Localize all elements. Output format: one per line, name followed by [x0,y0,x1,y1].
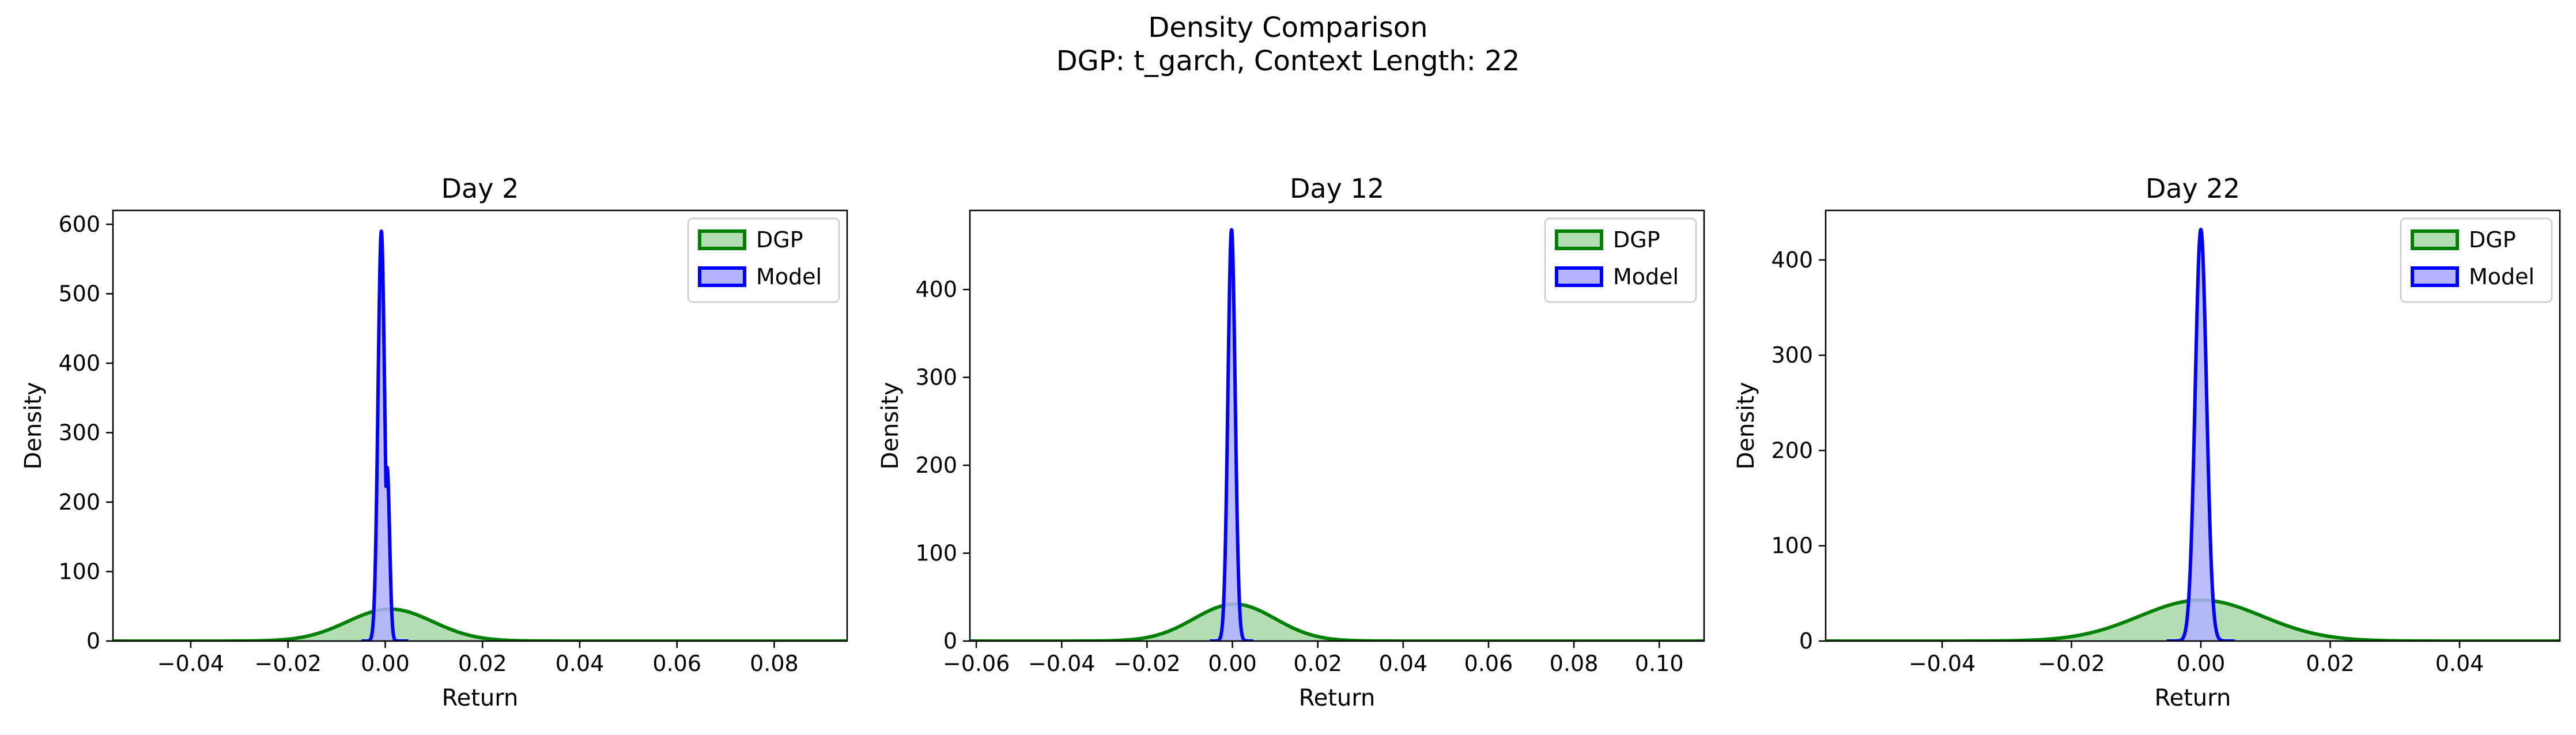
legend-label-dgp: DGP [1613,227,1660,252]
series-area-model [2166,229,2235,641]
legend-label-model: Model [756,264,822,289]
legend-label-dgp: DGP [2469,227,2516,252]
legend: DGP Model [687,217,840,303]
x-tick-label: −0.02 [2038,651,2105,676]
legend-swatch-model [2411,266,2459,287]
x-tick-label: −0.02 [1113,651,1180,676]
x-tick-label: 0.10 [1635,651,1684,676]
legend-swatch-model [1555,266,1603,287]
y-tick-label: 100 [915,541,957,566]
legend-swatch-dgp [698,229,746,250]
x-axis-label: Return [1299,685,1376,711]
y-tick-label: 200 [58,489,100,515]
subplot-title: Day 2 [441,173,519,204]
subplot-2: −0.06 −0.04 −0.02 0.00 0.02 0.04 0.06 0.08 0.10 0… [877,173,1705,711]
x-tick-label: 0.00 [1208,651,1257,676]
series-area-model [1210,229,1253,641]
series-line-dgp [970,602,1704,641]
x-tick-label: 0.00 [361,651,410,676]
y-tick-label: 0 [1799,628,1813,654]
legend-label-model: Model [1613,264,1679,289]
y-tick-label: 0 [943,628,957,654]
x-tick-label: 0.04 [1379,651,1428,676]
y-tick-label: 300 [58,420,100,446]
subplot-title: Day 12 [1290,173,1384,204]
subplot-1: −0.04 −0.02 0.00 0.02 0.04 0.06 0.08 0 100 200 300… [20,173,848,711]
y-tick-label: 600 [58,212,100,237]
x-tick-label: −0.02 [255,651,322,676]
y-axis-label: Density [20,382,47,469]
axes-frame [969,209,1705,642]
x-tick-label: 0.06 [1464,651,1513,676]
figure-title: Density Comparison [1148,12,1428,44]
x-tick-label: 0.02 [458,651,507,676]
y-tick-label: 200 [1771,438,1813,463]
x-tick-label: 0.04 [2435,651,2484,676]
x-tick-label: 0.04 [556,651,605,676]
x-tick-label: 0.02 [2306,651,2355,676]
series-area-dgp [970,604,1704,641]
x-tick-label: 0.06 [652,651,701,676]
y-axis-label: Density [877,382,904,469]
y-tick-label: 300 [915,365,957,390]
figure-subtitle: DGP: t_garch, Context Length: 22 [1056,45,1520,77]
x-tick-label: −0.04 [157,651,224,676]
x-tick-label: 0.02 [1293,651,1342,676]
y-tick-label: 500 [58,281,100,307]
y-tick-label: 0 [86,628,100,654]
axes-frame [1825,209,2561,642]
axes-frame [112,209,848,642]
legend-label-dgp: DGP [756,227,803,252]
x-axis-label: Return [442,685,519,711]
subplot-3: −0.04 −0.02 0.00 0.02 0.04 0 100 200 300 400 Day 2… [1733,173,2561,711]
y-axis-label: Density [1733,382,1759,469]
x-tick-label: −0.06 [943,651,1010,676]
x-axis-label: Return [2155,685,2231,711]
y-tick-label: 200 [915,453,957,478]
x-tick-label: 0.00 [2177,651,2226,676]
subplot-title: Day 22 [2146,173,2240,204]
series-line-dgp [113,607,847,641]
legend-swatch-dgp [2411,229,2459,250]
y-tick-label: 400 [58,350,100,376]
y-tick-label: 300 [1771,342,1813,368]
y-tick-label: 400 [915,277,957,302]
x-tick-label: −0.04 [1028,651,1095,676]
y-tick-label: 400 [1771,247,1813,273]
legend-swatch-dgp [1555,229,1603,250]
legend: DGP Model [2400,217,2553,303]
legend: DGP Model [1544,217,1697,303]
legend-swatch-model [698,266,746,287]
x-tick-label: 0.08 [750,651,799,676]
legend-label-model: Model [2469,264,2535,289]
x-tick-label: −0.04 [1909,651,1976,676]
y-tick-label: 100 [1771,533,1813,559]
x-tick-label: 0.08 [1550,651,1599,676]
y-tick-label: 100 [58,559,100,585]
